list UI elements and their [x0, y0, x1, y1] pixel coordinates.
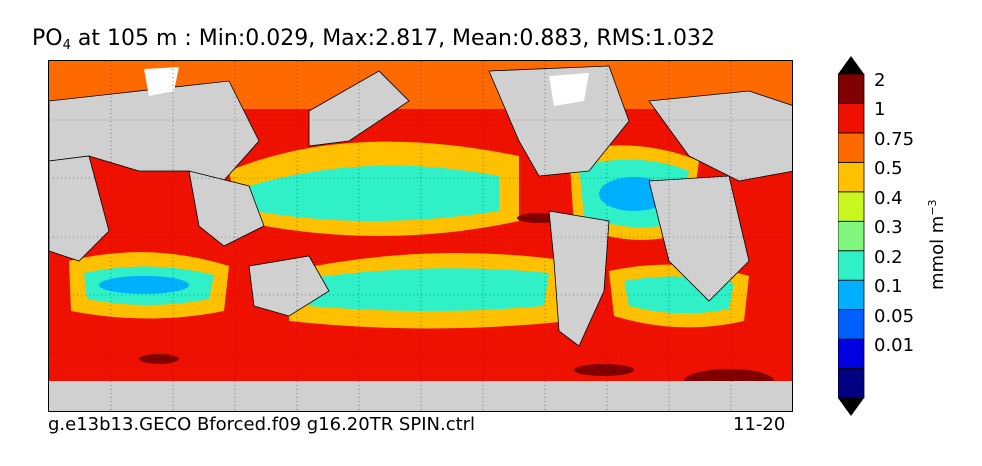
colorbar-max-extend — [838, 56, 864, 74]
land-far-east — [308, 70, 410, 147]
ice-patch-1 — [144, 67, 179, 96]
colorbar-tick-label: 0.05 — [874, 305, 915, 327]
indian-core — [99, 276, 189, 294]
land-africa — [49, 155, 110, 262]
colorbar-segment — [838, 338, 865, 369]
colorbar-segment — [838, 250, 865, 281]
colorbar-tick-label: 0.2 — [874, 246, 903, 268]
colorbar-segment — [838, 132, 865, 163]
colorbar-tick-label: 0.75 — [874, 128, 915, 150]
colorbar — [838, 56, 865, 416]
colorbar-segment — [838, 73, 865, 104]
colorbar-tick-label: 0.3 — [874, 217, 903, 239]
po4-field — [49, 61, 792, 411]
colorbar-segment — [838, 220, 865, 252]
colorbar-segment — [838, 309, 865, 340]
colorbar-tick-label: 2 — [874, 70, 886, 91]
colorbar-segment — [838, 279, 865, 311]
plot-title: PO4 at 105 m : Min:0.029, Max:2.817, Mea… — [32, 26, 716, 53]
year-range: 11-20 — [733, 414, 786, 435]
ocean-map — [48, 60, 793, 412]
colorbar-tick-label: 0.1 — [874, 276, 903, 298]
colorbar-tick-label: 0.4 — [874, 187, 903, 209]
colorbar-tick-label: 0.5 — [874, 158, 903, 180]
land-africa-east — [648, 175, 750, 302]
ice-patch-2 — [549, 73, 589, 106]
run-name: g.e13b13.GECO Bforced.f09 g16.20TR SPIN.… — [48, 414, 476, 435]
colorbar-segment — [838, 103, 865, 134]
land-europe — [648, 90, 792, 182]
south-pacific-gyre — [304, 268, 549, 311]
dark-red-patch-2 — [574, 364, 634, 376]
land-south-america — [548, 210, 610, 347]
map-grid — [49, 61, 792, 411]
colorbar-min-extend — [838, 398, 864, 416]
colorbar-tick-label: 0.01 — [874, 335, 915, 357]
north-pacific-gyre — [249, 165, 499, 221]
colorbar-unit-label: mmol m−3 — [926, 199, 948, 290]
colorbar-segment — [838, 191, 865, 222]
land-se-asia — [188, 170, 265, 247]
land-north-america — [488, 65, 630, 177]
colorbar-segment — [838, 368, 865, 399]
colorbar-tick-label: 1 — [874, 99, 886, 121]
dark-red-patch-1 — [139, 354, 179, 364]
land-australia — [248, 255, 330, 317]
colorbar-segment — [838, 161, 865, 193]
